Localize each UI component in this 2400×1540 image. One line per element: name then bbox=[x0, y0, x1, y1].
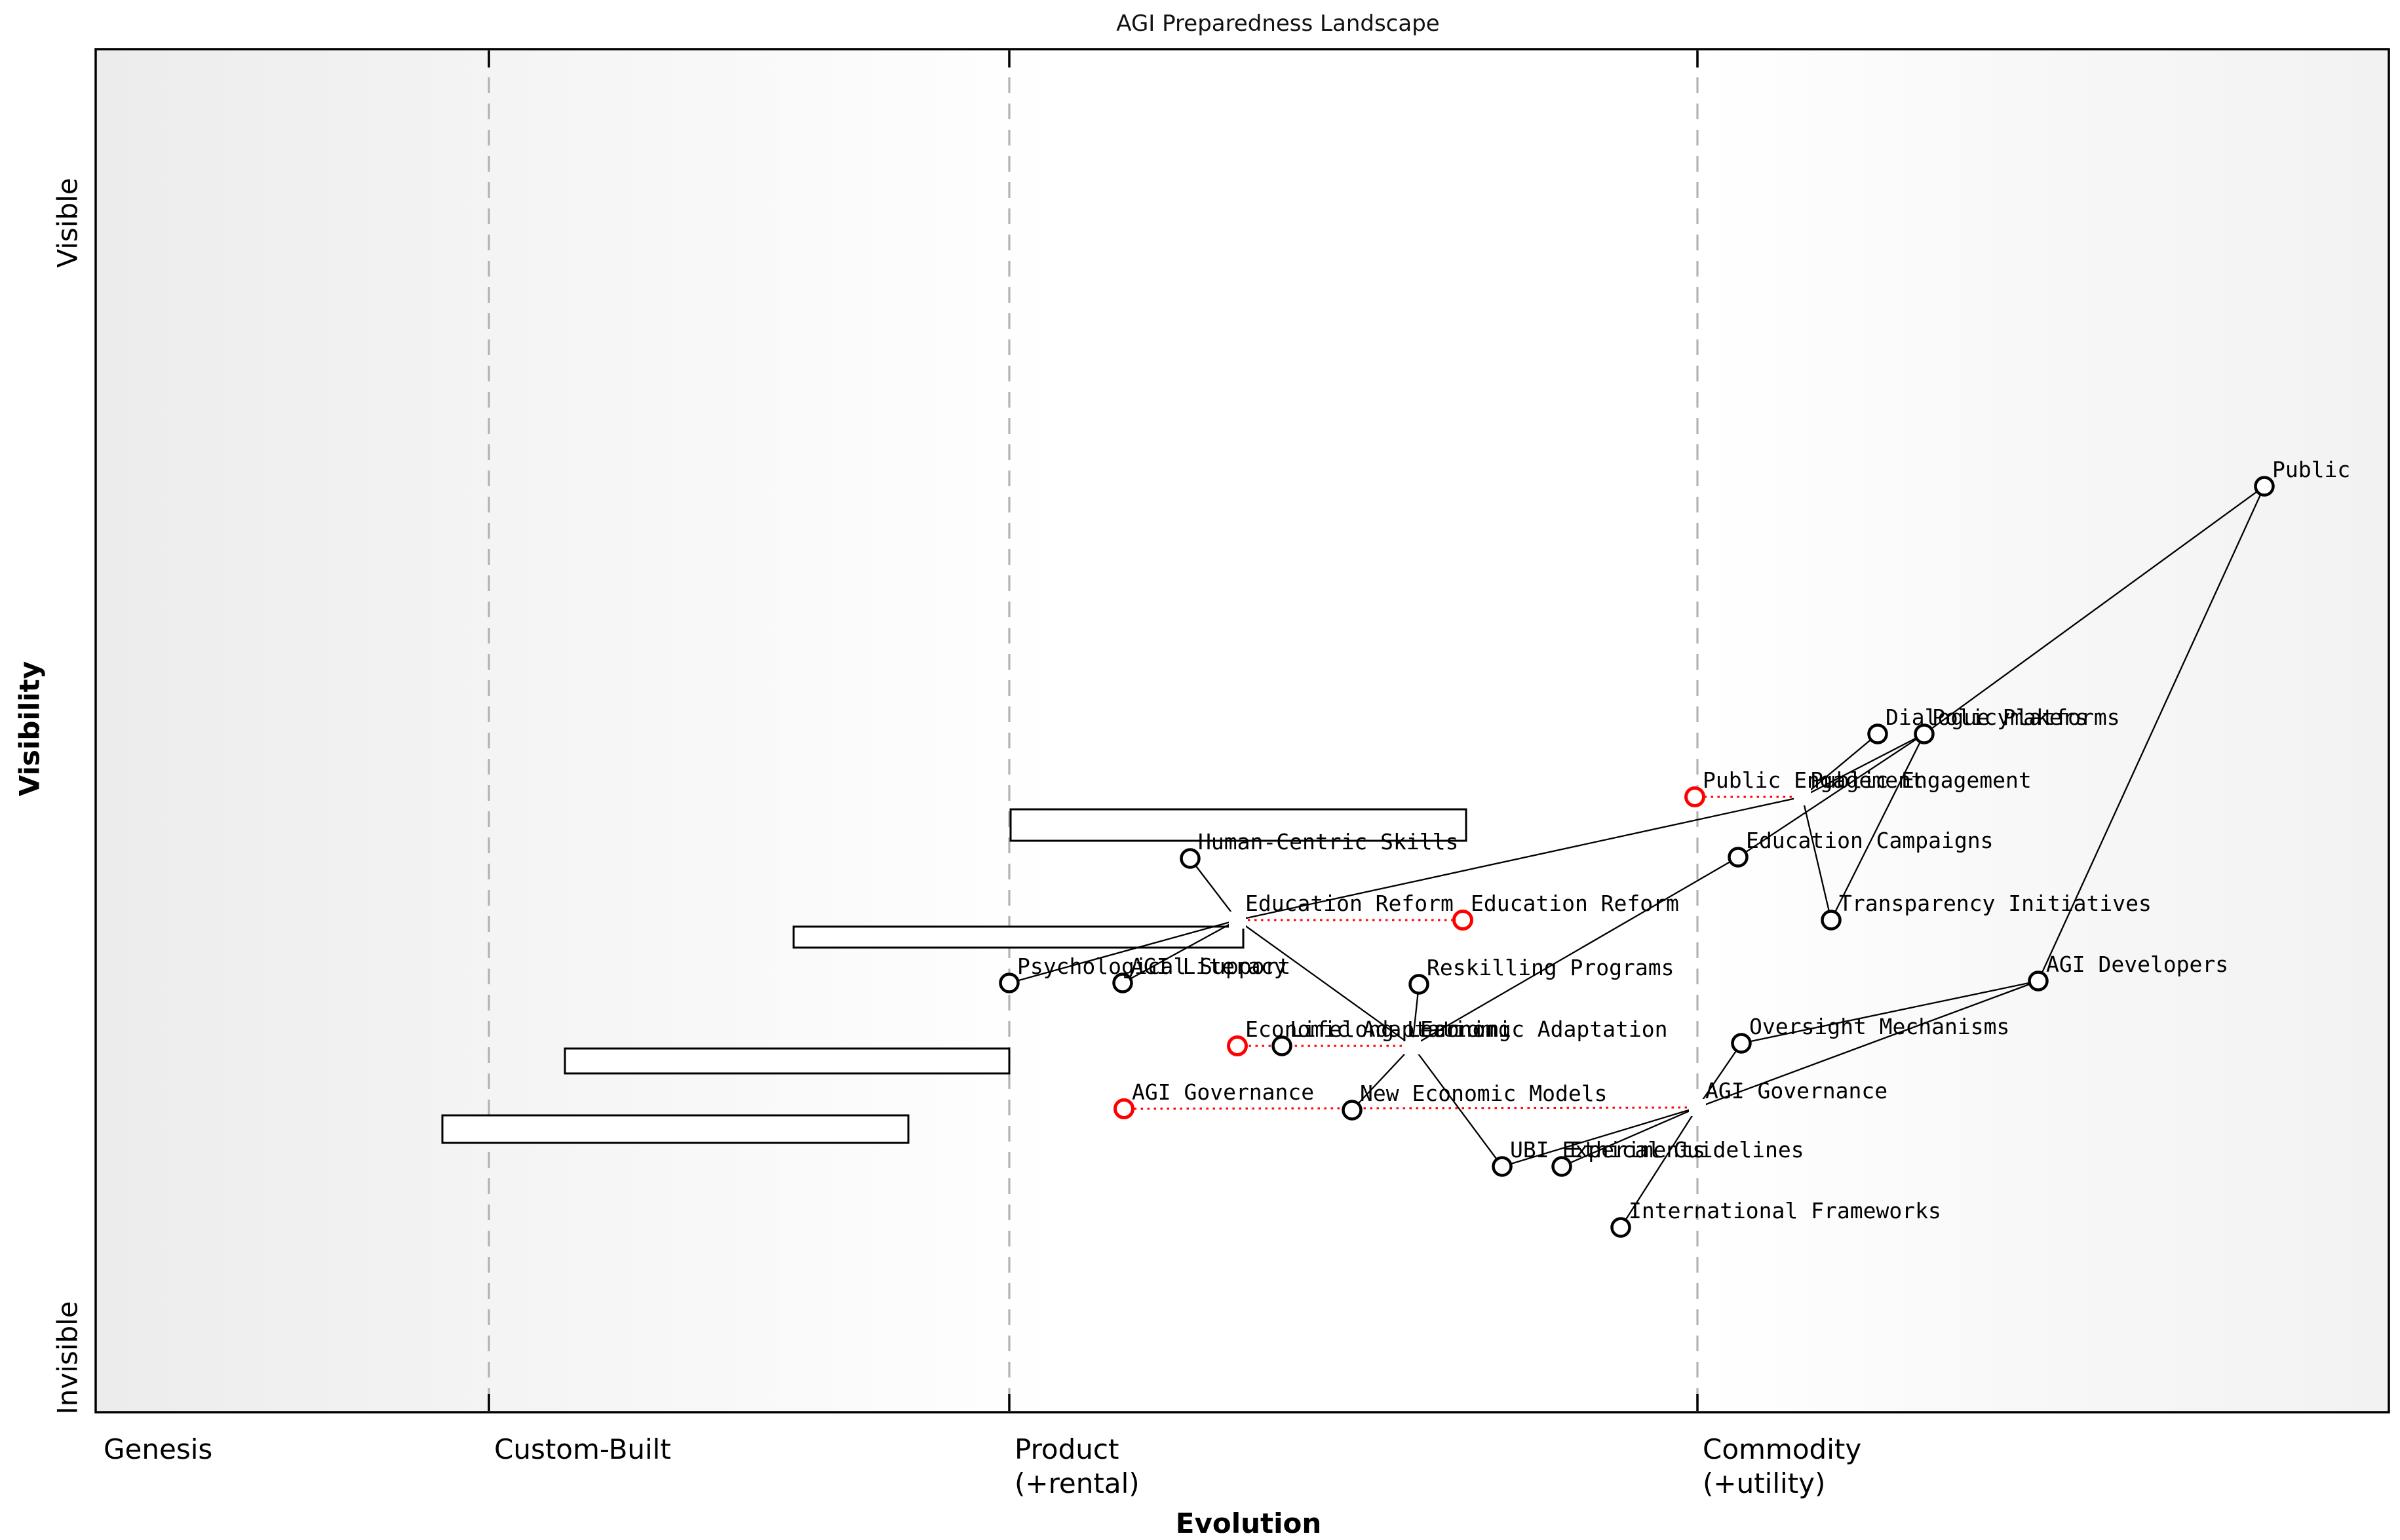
link-line bbox=[1412, 857, 1739, 1047]
link-line bbox=[1237, 796, 1803, 921]
link-line bbox=[1009, 919, 1238, 984]
link-line bbox=[1237, 919, 1413, 1047]
node-label-ethical_guidelines: Ethical Guidelines bbox=[1570, 1137, 1804, 1163]
node-label-public_engagement: Public Engagement bbox=[1810, 767, 2032, 793]
node-marker-education_reform bbox=[1229, 912, 1246, 929]
node-label-agi_governance: AGI Governance bbox=[1705, 1078, 1887, 1104]
node-marker-public bbox=[2254, 476, 2275, 497]
evolve-line bbox=[1134, 1106, 1688, 1110]
node-marker-ethical_guidelines bbox=[1551, 1156, 1572, 1177]
link-line bbox=[1501, 1106, 1698, 1168]
link-line bbox=[1351, 1045, 1413, 1111]
pipeline-box bbox=[441, 1114, 910, 1144]
stage-label-product: Product (+rental) bbox=[1015, 1433, 1140, 1499]
pipeline-box bbox=[792, 925, 1245, 949]
node-marker-economic_adaptation_evolved bbox=[1227, 1035, 1248, 1056]
node-label-human_centric_skills: Human-Centric Skills bbox=[1198, 829, 1458, 855]
link-line bbox=[1190, 858, 1238, 921]
link-line bbox=[1561, 1106, 1698, 1168]
node-marker-agi_literacy bbox=[1112, 972, 1133, 993]
plot-border bbox=[94, 48, 2390, 1414]
node-marker-oversight_mechanisms bbox=[1731, 1033, 1752, 1054]
node-marker-dialogue_platforms bbox=[1867, 723, 1888, 744]
node-marker-lifelong_learning bbox=[1271, 1035, 1292, 1056]
y-axis-invisible-label: Invisible bbox=[51, 1301, 84, 1415]
node-marker-public_engagement bbox=[1794, 788, 1811, 805]
link-line bbox=[1802, 733, 1878, 798]
node-label-dialogue_platforms: Dialogue Platforms bbox=[1886, 704, 2120, 730]
node-label-education_reform: Education Reform bbox=[1245, 891, 1454, 916]
node-label-reskilling_programs: Reskilling Programs bbox=[1427, 955, 1674, 980]
link-line bbox=[1620, 1107, 1698, 1228]
node-label-oversight_mechanisms: Oversight Mechanisms bbox=[1749, 1014, 2009, 1039]
stage-label-commodity: Commodity (+utility) bbox=[1703, 1433, 1862, 1499]
link-line bbox=[1411, 984, 1420, 1047]
node-label-policymakers: Policymakers bbox=[1932, 704, 2088, 730]
link-line bbox=[1697, 980, 2039, 1109]
link-line bbox=[1924, 486, 2265, 735]
node-marker-new_economic_models bbox=[1342, 1100, 1363, 1121]
node-label-transparency_initiatives: Transparency Initiatives bbox=[1839, 891, 2152, 916]
node-marker-international_frameworks bbox=[1610, 1217, 1631, 1238]
pipeline-box bbox=[1009, 808, 1467, 842]
node-marker-transparency_initiatives bbox=[1821, 910, 1842, 931]
node-label-new_economic_models: New Economic Models bbox=[1360, 1081, 1608, 1106]
node-marker-public_engagement_evolved bbox=[1684, 786, 1705, 807]
link-line bbox=[1412, 1045, 1503, 1167]
node-label-ubi_experiments: UBI Experiments bbox=[1510, 1137, 1705, 1163]
node-label-education_campaigns: Education Campaigns bbox=[1746, 828, 1994, 853]
node-label-public: Public bbox=[2272, 457, 2350, 482]
node-marker-education_reform_evolved bbox=[1452, 910, 1473, 931]
chart-title: AGI Preparedness Landscape bbox=[1116, 10, 1440, 37]
node-marker-agi_developers bbox=[2028, 971, 2049, 991]
link-line bbox=[1741, 980, 2039, 1045]
plot-background bbox=[96, 49, 2389, 1412]
node-label-economic_adaptation: Economic Adaptation bbox=[1420, 1016, 1668, 1042]
stage-label-custom-built: Custom-Built bbox=[494, 1433, 671, 1465]
link-line bbox=[1801, 796, 1832, 921]
node-marker-policymakers bbox=[1914, 723, 1935, 744]
x-axis-title: Evolution bbox=[1175, 1507, 1322, 1539]
node-label-agi_developers: AGI Developers bbox=[2046, 952, 2228, 977]
link-line bbox=[1737, 733, 1925, 858]
link-line bbox=[1697, 1043, 1742, 1108]
pipeline-box bbox=[564, 1047, 1011, 1075]
link-line bbox=[2037, 486, 2266, 982]
node-label-public_engagement_evolved: Public Engagement bbox=[1703, 767, 1924, 793]
link-line bbox=[1802, 733, 1925, 798]
node-marker-economic_adaptation bbox=[1404, 1037, 1421, 1054]
link-line bbox=[1830, 733, 1926, 921]
link-line bbox=[1122, 919, 1238, 984]
node-label-lifelong_learning: Lifelong Learning bbox=[1290, 1016, 1511, 1042]
node-marker-education_campaigns bbox=[1728, 847, 1749, 868]
node-marker-human_centric_skills bbox=[1180, 848, 1201, 869]
node-marker-agi_governance bbox=[1689, 1099, 1706, 1116]
y-axis-title: Visibility bbox=[13, 661, 46, 797]
node-label-agi_literacy: AGI Literacy bbox=[1131, 953, 1287, 979]
node-label-agi_governance_evolved: AGI Governance bbox=[1132, 1079, 1314, 1105]
y-axis-visible-label: Visible bbox=[51, 178, 84, 268]
node-marker-psychological_support bbox=[999, 972, 1020, 993]
node-marker-agi_governance_evolved bbox=[1113, 1098, 1134, 1119]
node-label-psychological_support: Psychological Support bbox=[1017, 953, 1290, 979]
node-label-economic_adaptation_evolved: Economic Adaptation bbox=[1245, 1016, 1493, 1042]
node-marker-ubi_experiments bbox=[1492, 1156, 1513, 1177]
node-marker-reskilling_programs bbox=[1408, 974, 1429, 995]
node-label-international_frameworks: International Frameworks bbox=[1629, 1198, 1941, 1223]
node-label-education_reform_evolved: Education Reform bbox=[1471, 891, 1679, 916]
stage-label-genesis: Genesis bbox=[104, 1433, 213, 1465]
